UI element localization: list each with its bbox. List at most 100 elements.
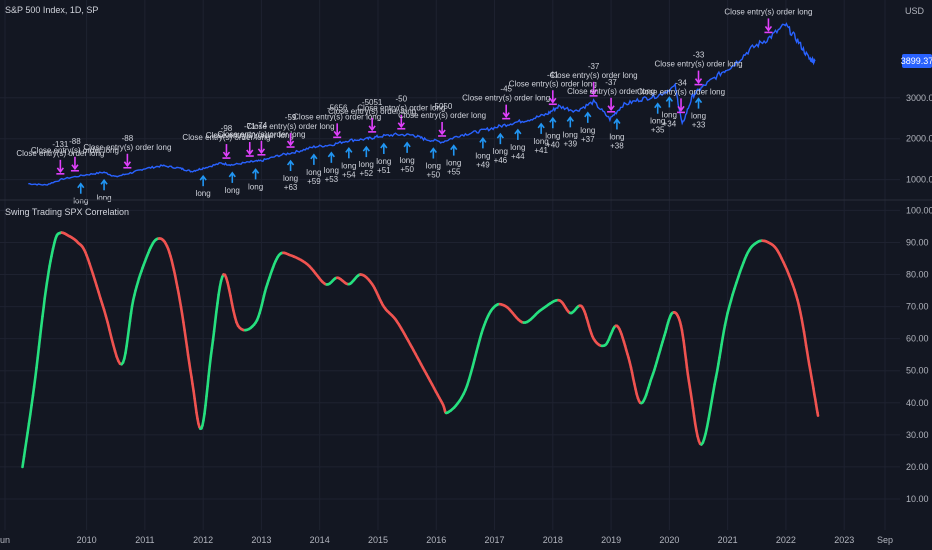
entry-signal: long+50 — [400, 141, 415, 174]
entry-signal-label: long — [306, 168, 321, 177]
entry-signal: long+35 — [650, 102, 665, 135]
x-tick-label: 2022 — [776, 535, 796, 545]
entry-signal-pnl: +51 — [377, 166, 391, 175]
exit-signal: Close entry(s) order long-71 — [206, 122, 294, 157]
entry-signal-pnl: +41 — [534, 146, 548, 155]
x-tick-label: 2021 — [718, 535, 738, 545]
exit-signal: Close entry(s) order long-59 — [247, 113, 335, 148]
x-tick-label: Sep — [877, 535, 893, 545]
entry-signal-label: long — [248, 182, 263, 191]
exit-signal-pnl: -98 — [221, 124, 233, 133]
entry-signal-pnl: +59 — [307, 177, 321, 186]
entry-signal-label: long — [475, 151, 490, 160]
exit-signal: Close entry(s) order long-37 — [567, 78, 655, 113]
entry-signal: long+40 — [545, 116, 560, 149]
entry-signal: long+34 — [662, 96, 677, 128]
exit-signal: Close entry(s) order long-50 — [357, 95, 445, 130]
entry-signal: long+49 — [475, 137, 490, 169]
x-tick-label: 2012 — [193, 535, 213, 545]
exit-signal: Close entry(s) order long-45 — [462, 85, 550, 120]
entry-signal: long+37 — [580, 111, 595, 144]
entry-signal: long+55 — [446, 144, 461, 177]
price-series-line — [28, 22, 816, 186]
correlation-y-tick-label: 30.00 — [906, 430, 929, 440]
entry-signal-pnl: +35 — [651, 126, 665, 135]
exit-signal-pnl: -5656 — [327, 103, 348, 112]
entry-signal: long — [248, 168, 263, 191]
price-y-axis[interactable]: 3000.00 2000.00 1000.00 — [906, 93, 932, 185]
entry-signal-label: long — [534, 137, 549, 146]
exit-signal-pnl: -34 — [675, 78, 687, 87]
price-pane-title[interactable]: S&P 500 Index, 1D, SP — [5, 5, 98, 15]
correlation-y-tick-label: 50.00 — [906, 366, 929, 376]
exit-signal-label: Close entry(s) order long — [328, 107, 416, 116]
exit-signal-pnl: -5051 — [362, 98, 383, 107]
exit-signal: Close entry(s) order long-5050 — [398, 102, 486, 137]
correlation-pane-title[interactable]: Swing Trading SPX Correlation — [5, 207, 129, 217]
entry-signal: long+39 — [563, 116, 578, 148]
exit-signal-label: Close entry(s) order long — [217, 130, 305, 139]
exit-signal-label: Close entry(s) order long — [206, 131, 294, 140]
entry-signal-label: long — [196, 189, 211, 198]
exit-signal-label: Close entry(s) order long — [550, 71, 638, 80]
exit-signal-label: Close entry(s) order long — [724, 7, 812, 16]
entry-signal: long+33 — [691, 97, 706, 130]
correlation-y-tick-label: 10.00 — [906, 494, 929, 504]
exit-signal: Close entry(s) order long-41 — [509, 70, 597, 106]
correlation-pane[interactable]: Swing Trading SPX Correlation 100.00 90.0… — [5, 205, 932, 504]
exit-signal-pnl: -59 — [285, 113, 297, 122]
entry-signal-label: long — [359, 160, 374, 169]
exit-signal-label: Close entry(s) order long — [398, 111, 486, 120]
entry-signal-label: long — [376, 157, 391, 166]
exit-signal-pnl: -71 — [244, 122, 256, 131]
correlation-y-axis[interactable]: 100.00 90.00 80.00 70.00 60.00 50.00 40.00 30.0… — [906, 205, 932, 504]
entry-signal-label: long — [341, 161, 356, 170]
entry-signal: long+46 — [493, 132, 508, 165]
entry-signal: long — [97, 178, 112, 202]
entry-signal-pnl: +55 — [447, 168, 461, 177]
exit-signal-label: Close entry(s) order long — [293, 112, 381, 121]
trade-signals: Close entry(s) order long -131 Close entry… — [16, 7, 812, 205]
last-price-value: 3899.37 — [901, 56, 932, 66]
x-tick-label: 2017 — [485, 535, 505, 545]
correlation-y-tick-label: 20.00 — [906, 462, 929, 472]
price-pane[interactable]: S&P 500 Index, 1D, SP Close entry(s) ord… — [5, 5, 932, 206]
correlation-series-line — [21, 231, 820, 469]
entry-signal-label: long — [283, 174, 298, 183]
entry-signal-label: long — [662, 110, 677, 119]
entry-signal: long+63 — [283, 159, 298, 192]
entry-signal: long — [73, 182, 88, 206]
exit-signal-label: Close entry(s) order long — [637, 87, 725, 96]
price-y-tick-label: 1000.00 — [906, 175, 932, 185]
exit-signal-label: Close entry(s) order long — [567, 87, 655, 96]
entry-signal-pnl: +40 — [546, 140, 560, 149]
exit-signal-pnl: -41 — [547, 70, 559, 79]
entry-signal-pnl: +44 — [511, 152, 525, 161]
exit-signal-label: Close entry(s) order long — [182, 133, 270, 142]
x-tick-label: 2013 — [251, 535, 271, 545]
entry-signal-pnl: +38 — [610, 141, 624, 150]
entry-signal-label: long — [426, 162, 441, 171]
entry-signal-label: long — [225, 186, 240, 195]
time-axis[interactable]: un 2010 2011 2012 2013 2014 2015 2016 2017 2018 20… — [0, 535, 893, 545]
entry-signal: long+54 — [341, 147, 356, 179]
exit-signal-pnl: -37 — [588, 62, 600, 71]
exit-signal: Close entry(s) order long-74 — [217, 121, 305, 156]
last-price-badge: 3899.37 — [901, 53, 932, 68]
entry-signal: long+38 — [609, 118, 624, 150]
entry-signal-label: long — [73, 197, 88, 206]
entry-signal-pnl: +34 — [663, 119, 677, 128]
exit-signal-label: Close entry(s) order long — [247, 122, 335, 131]
x-tick-label: 2011 — [135, 535, 154, 545]
exit-signal-pnl: -33 — [693, 51, 705, 60]
entry-signal-label: long — [545, 131, 560, 140]
exit-signal-pnl: -131 — [52, 140, 69, 149]
entry-signal: long+50 — [426, 147, 441, 180]
x-tick-label: 2019 — [601, 535, 621, 545]
exit-signal: Close entry(s) order long-98 — [182, 124, 270, 159]
exit-signal-pnl: -50 — [396, 95, 408, 104]
exit-signal: Close entry(s) order long-33 — [654, 51, 743, 86]
entry-signal: long — [225, 171, 240, 195]
entry-signal: long+52 — [359, 145, 374, 178]
